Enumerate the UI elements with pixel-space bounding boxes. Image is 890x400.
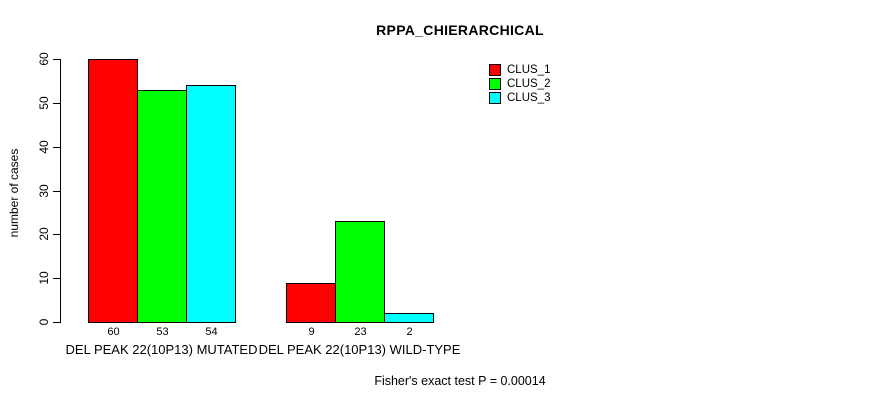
y-tick-label-40: 40 [37, 140, 51, 154]
bar-value-label-clus_3-group1: 54 [205, 326, 218, 338]
bar-clus_2-group1 [137, 90, 187, 323]
legend-swatch-clus_3 [489, 92, 501, 104]
legend-label-clus_2: CLUS_2 [507, 78, 551, 90]
y-tick-label-50: 50 [37, 96, 51, 110]
bar-clus_1-group2 [286, 283, 336, 323]
y-tick-label-20: 20 [37, 227, 51, 241]
chart-title: RPPA_CHIERARCHICAL [376, 22, 544, 38]
group-label-2: DEL PEAK 22(10P13) WILD-TYPE [258, 342, 461, 357]
bar-value-label-clus_1-group1: 60 [107, 326, 120, 338]
legend-item-clus_3: CLUS_3 [489, 91, 550, 105]
caption: Fisher's exact test P = 0.00014 [374, 374, 546, 388]
legend: CLUS_1 CLUS_2 CLUS_3 [489, 63, 550, 105]
bar-value-label-clus_2-group1: 53 [156, 326, 169, 338]
y-tick-label-60: 60 [37, 52, 51, 66]
y-tick-mark-40 [53, 147, 61, 148]
legend-label-clus_1: CLUS_1 [507, 64, 551, 76]
bar-clus_2-group2 [335, 221, 385, 323]
y-tick-mark-20 [53, 234, 61, 235]
y-tick-label-10: 10 [37, 271, 51, 285]
legend-item-clus_1: CLUS_1 [489, 63, 550, 77]
y-axis-title: number of cases [7, 148, 21, 238]
y-tick-mark-60 [53, 59, 61, 60]
y-tick-mark-0 [53, 322, 61, 323]
group-label-1: DEL PEAK 22(10P13) MUTATED [65, 342, 258, 357]
y-tick-mark-30 [53, 191, 61, 192]
bar-value-label-clus_2-group2: 23 [354, 326, 367, 338]
bar-clus_1-group1 [88, 59, 138, 323]
y-tick-mark-50 [53, 103, 61, 104]
legend-label-clus_3: CLUS_3 [507, 92, 551, 104]
y-tick-mark-10 [53, 278, 61, 279]
bar-clus_3-group1 [186, 85, 236, 323]
legend-item-clus_2: CLUS_2 [489, 77, 550, 91]
bar-value-label-clus_3-group2: 2 [406, 326, 413, 338]
legend-swatch-clus_1 [489, 64, 501, 76]
bar-clus_3-group2 [384, 313, 434, 323]
y-tick-label-0: 0 [37, 318, 51, 326]
y-tick-label-30: 30 [37, 184, 51, 198]
bar-value-label-clus_1-group2: 9 [308, 326, 315, 338]
legend-swatch-clus_2 [489, 78, 501, 90]
